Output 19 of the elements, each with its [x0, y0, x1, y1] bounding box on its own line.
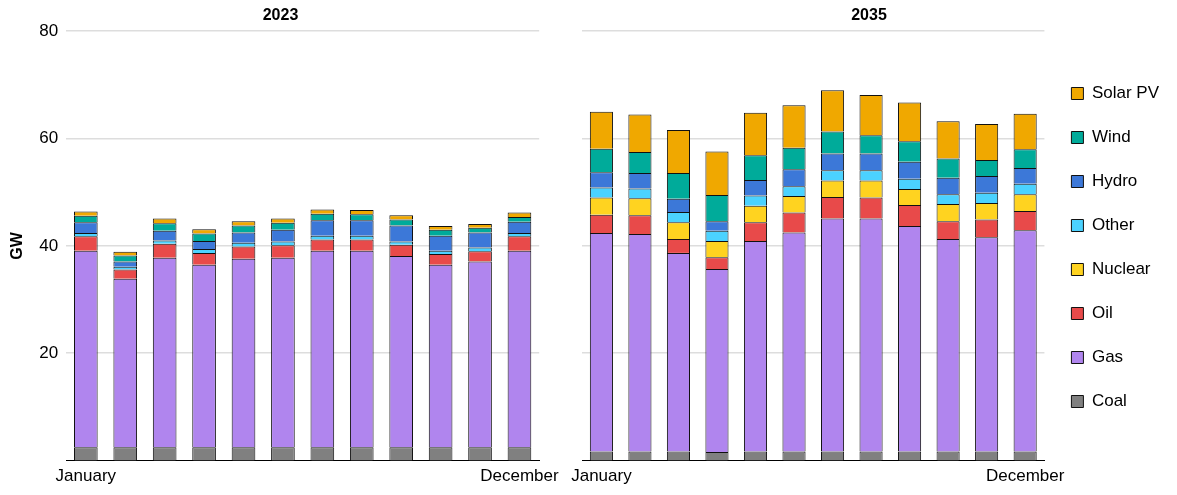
chart-title: 2035 [851, 6, 887, 24]
legend-label: Oil [1091, 303, 1113, 323]
y-tick-label: 80 [39, 20, 59, 40]
x-tick-label: December [985, 466, 1065, 486]
legend-label: Nuclear [1091, 259, 1151, 279]
legend-label: Coal [1091, 391, 1127, 411]
legend-label: Hydro [1091, 171, 1138, 191]
x-tick-label: January [571, 466, 633, 486]
y-tick-label: 40 [39, 235, 59, 255]
y-tick-label: 20 [39, 342, 59, 362]
x-tick-label: January [55, 466, 117, 486]
x-tick-label: December [480, 466, 559, 486]
y-tick-label: 60 [39, 128, 59, 148]
legend-label: Wind [1091, 127, 1131, 147]
legend-label: Gas [1091, 347, 1124, 367]
y-axis-title: GW [8, 231, 26, 260]
chart-title: 2023 [262, 6, 299, 24]
legend-label: Solar PV [1091, 83, 1160, 103]
legend-label: Other [1091, 215, 1135, 235]
